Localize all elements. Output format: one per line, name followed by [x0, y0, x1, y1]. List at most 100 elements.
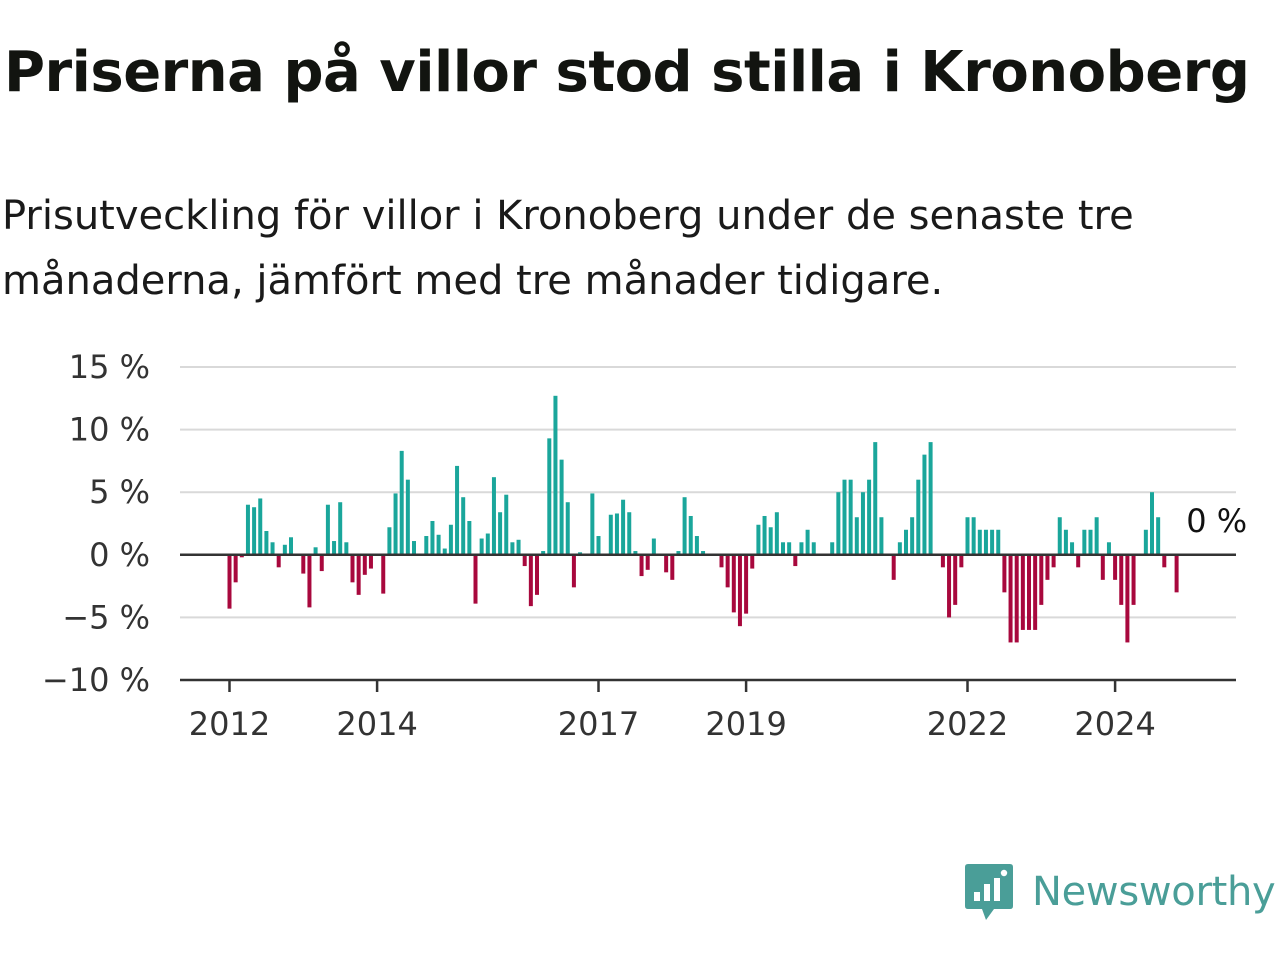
bar [313, 547, 318, 555]
bar [639, 554, 644, 577]
bar [252, 507, 257, 555]
bar [399, 450, 404, 555]
bar [664, 554, 669, 573]
bar [467, 521, 472, 555]
brand-logo: Newsworthy [964, 862, 1276, 922]
bar [338, 502, 343, 555]
bar [1051, 554, 1056, 568]
bar [387, 527, 392, 555]
bar [922, 454, 927, 555]
bar [842, 479, 847, 555]
bar [860, 492, 865, 555]
bar [541, 551, 546, 555]
annotation-label: 0 % [1186, 502, 1247, 540]
brand-name: Newsworthy [1032, 869, 1276, 915]
bar [1008, 554, 1013, 643]
bar [621, 499, 626, 555]
annotation-halo: 0 % [1186, 502, 1247, 540]
bar [910, 517, 915, 555]
y-tick-label: −5 % [62, 598, 150, 636]
bar [774, 512, 779, 555]
bar [762, 515, 767, 555]
newsworthy-logo-icon [965, 864, 1013, 920]
bar [498, 512, 503, 555]
bar [645, 554, 650, 570]
tick-labels: 15 % 10 % 5 % 0 % −5 % −10 % 2012 2014 2017 2019 2… [42, 348, 1251, 743]
bar [977, 529, 982, 555]
bar [553, 395, 558, 555]
bar [578, 552, 583, 555]
bar [325, 504, 330, 555]
bar [571, 554, 576, 588]
bar [350, 554, 355, 583]
bar [971, 517, 976, 555]
bars [227, 395, 1179, 643]
y-tick-label: 10 % [69, 411, 150, 449]
bar [1002, 554, 1007, 593]
bar [442, 548, 447, 555]
bar [510, 542, 515, 555]
bar [368, 554, 373, 569]
bar [1119, 554, 1124, 605]
bar [756, 524, 761, 555]
bar [332, 541, 337, 555]
bar [473, 554, 478, 604]
bar [1088, 529, 1093, 555]
bar [805, 529, 810, 555]
bar [1150, 492, 1154, 555]
bar [879, 517, 884, 555]
x-tick-label: 2019 [705, 705, 786, 743]
bar [436, 534, 441, 555]
bar [651, 538, 656, 555]
bar [688, 515, 693, 555]
bar [356, 554, 361, 595]
bar [676, 551, 681, 555]
bar [799, 542, 804, 555]
bar [276, 554, 281, 568]
x-tick-label: 2022 [927, 705, 1008, 743]
bar [965, 517, 970, 555]
bar [485, 533, 490, 555]
bar [793, 554, 798, 567]
bar [854, 517, 859, 555]
bar [990, 529, 995, 555]
bar [381, 554, 386, 594]
bar [633, 551, 638, 555]
bar [836, 492, 841, 555]
x-tick-label: 2024 [1074, 705, 1155, 743]
bar [362, 554, 367, 575]
bar [405, 479, 410, 555]
bar [1125, 554, 1130, 643]
bar [522, 554, 527, 567]
bar [1143, 529, 1148, 555]
bar [319, 554, 324, 572]
bar [682, 497, 687, 555]
bar [1106, 542, 1111, 555]
y-tick-label: 5 % [89, 473, 150, 511]
bar [479, 538, 484, 555]
bar [528, 554, 533, 607]
bar [608, 514, 613, 555]
bar [393, 493, 398, 555]
bar [744, 554, 749, 614]
bar [1063, 529, 1068, 555]
bar [1070, 542, 1075, 555]
bar [289, 537, 293, 555]
bar [731, 554, 736, 613]
y-tick-label: 15 % [69, 348, 150, 386]
bar [904, 529, 908, 555]
bar [430, 521, 435, 555]
bar [535, 554, 539, 595]
gridlines [180, 366, 1236, 619]
bar [848, 479, 853, 555]
bar [264, 531, 269, 555]
bar [1039, 554, 1044, 605]
bar [1113, 554, 1118, 580]
bar [1094, 517, 1099, 555]
bar [258, 498, 263, 555]
y-tick-label: 0 % [89, 536, 150, 574]
bar [1045, 554, 1050, 580]
bar [959, 554, 964, 568]
bar [1020, 554, 1025, 630]
bar [781, 542, 785, 555]
